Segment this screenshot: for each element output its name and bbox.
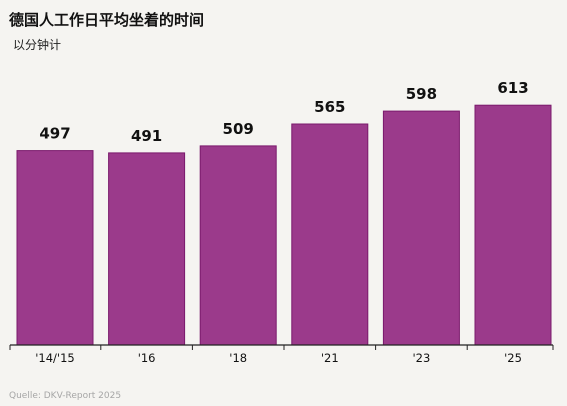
bar-value-label-1: 491	[131, 127, 162, 145]
bar-value-label-3: 565	[314, 98, 345, 116]
x-tick-label-0: '14/'15	[35, 351, 74, 365]
bar-4	[382, 110, 460, 346]
bars-group	[16, 104, 552, 346]
x-tick-label-1: '16	[138, 351, 156, 365]
x-tick-label-5: '25	[504, 351, 522, 365]
x-tick-label-2: '18	[229, 351, 247, 365]
x-axis-ticks-group	[9, 345, 554, 350]
bar-value-label-5: 613	[497, 79, 528, 97]
chart-title: 德国人工作日平均坐着的时间	[9, 11, 205, 29]
x-axis-labels-group: '14/'15 '16 '18 '21 '23 '25	[35, 351, 522, 365]
bar-value-label-0: 497	[39, 125, 70, 143]
bar-3	[291, 123, 369, 346]
bar-value-label-2: 509	[223, 120, 254, 138]
value-labels-group: 497 491 509 565 598 613	[39, 79, 528, 145]
bar-1	[108, 152, 186, 346]
bar-5	[474, 104, 552, 346]
bar-2	[199, 145, 277, 346]
bar-0	[16, 150, 94, 346]
chart-subtitle: 以分钟计	[13, 38, 62, 52]
bar-value-label-4: 598	[406, 85, 437, 103]
source-note: Quelle: DKV-Report 2025	[9, 391, 122, 401]
x-tick-label-3: '21	[321, 351, 339, 365]
x-tick-label-4: '23	[413, 351, 431, 365]
